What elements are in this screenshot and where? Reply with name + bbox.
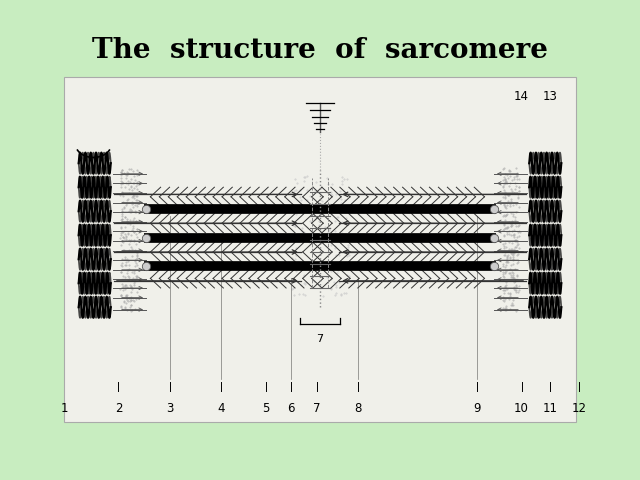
Text: The  structure  of  sarcomere: The structure of sarcomere [92, 37, 548, 64]
Text: 9: 9 [473, 402, 481, 416]
Text: 5: 5 [262, 402, 269, 416]
Text: 11: 11 [543, 402, 558, 416]
Text: 7: 7 [316, 334, 324, 344]
Text: 6: 6 [287, 402, 295, 416]
Text: 3: 3 [166, 402, 173, 416]
Text: 10: 10 [514, 402, 529, 416]
Text: 14: 14 [514, 89, 529, 103]
Text: 4: 4 [217, 402, 225, 416]
Text: 2: 2 [115, 402, 122, 416]
Text: 12: 12 [572, 402, 587, 416]
Text: 13: 13 [543, 89, 558, 103]
Text: 8: 8 [355, 402, 362, 416]
Text: 7: 7 [313, 402, 321, 416]
Text: 1: 1 [60, 402, 68, 416]
Bar [64, 77, 576, 422]
